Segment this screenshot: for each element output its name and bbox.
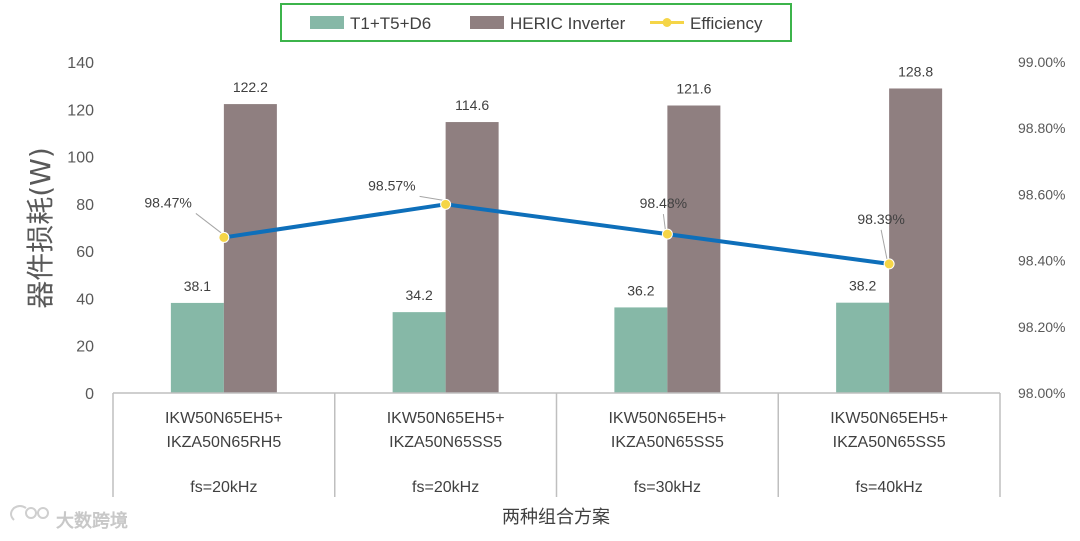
bar-data-label: 128.8 [898,63,933,79]
y-tick-label: 60 [76,244,94,261]
legend-marker-efficiency [662,18,672,27]
category-label: IKW50N65EH5+ [165,410,283,427]
y-tick-label: 140 [67,55,94,72]
legend-swatch-t1t5d6 [310,16,344,29]
legend-label-t1t5d6: T1+T5+D6 [350,14,431,33]
bar-data-label: 38.1 [184,278,211,294]
y-tick-label: 120 [67,102,94,119]
watermark: 大数跨境 [10,505,128,532]
legend-swatch-heric [470,16,504,29]
category-label: IKW50N65EH5+ [608,410,726,427]
y2-tick-label: 98.20% [1018,319,1065,335]
efficiency-point [883,258,895,270]
bar-data-label: 114.6 [455,97,489,113]
category-fs-label: fs=20kHz [190,479,257,496]
legend-label-heric: HERIC Inverter [510,14,626,33]
efficiency-point [661,228,673,240]
y-tick-label: 80 [76,197,94,214]
legend: T1+T5+D6 HERIC Inverter Efficiency [280,3,792,42]
x-axis-title: 两种组合方案 [502,507,610,528]
efficiency-leader-line [195,213,223,234]
category-label: IKZA50N65SS5 [389,434,502,451]
efficiency-data-label: 98.47% [144,194,191,210]
y2-tick-label: 98.40% [1018,253,1065,269]
y2-tick-label: 99.00% [1018,54,1065,70]
category-label: IKW50N65EH5+ [830,410,948,427]
bar-t1t5d6 [170,302,224,393]
category-label: IKZA50N65SS5 [611,434,724,451]
bar-data-labels: 38.1 122.2 34.2 114.6 36.2 121.6 38.2 128.8 [184,63,934,303]
category-label: IKW50N65EH5+ [387,410,505,427]
y-tick-label: 20 [76,339,94,356]
y2-tick-label: 98.00% [1018,385,1065,401]
bar-heric [445,122,499,393]
bar-data-label: 34.2 [406,287,433,303]
bar-data-label: 122.2 [233,79,268,95]
efficiency-series-line [223,202,890,266]
efficiency-data-label: 98.48% [640,195,687,211]
y-tick-label: 40 [76,291,94,308]
bar-heric [223,104,277,393]
bar-data-label: 36.2 [627,282,654,298]
category-fs-label: fs=30kHz [634,479,701,496]
legend-box [280,3,792,42]
bar-t1t5d6 [392,312,446,393]
y-tick-label: 0 [85,386,94,403]
efficiency-point [218,231,230,243]
category-axis: IKW50N65EH5+ IKZA50N65RH5 fs=20kHz IKW50N65… [112,392,1001,497]
bar-heric [667,105,721,393]
bar-t1t5d6 [836,302,890,393]
watermark-text: 大数跨境 [56,510,128,532]
efficiency-point [440,198,452,210]
watermark-logo-icon [10,505,49,521]
bar-data-label: 38.2 [849,278,876,294]
category-label: IKZA50N65RH5 [167,434,282,451]
legend-label-efficiency: Efficiency [690,14,763,33]
bar-t1t5d6 [614,307,668,393]
y2-axis-ticks: 98.00% 98.20% 98.40% 98.60% 98.80% 99.00% [1018,54,1065,401]
y2-tick-label: 98.60% [1018,186,1065,202]
efficiency-leader-line [419,195,444,201]
bar-data-label: 121.6 [676,81,711,97]
category-label: IKZA50N65SS5 [833,434,946,451]
efficiency-leader-line [880,229,888,261]
category-fs-label: fs=20kHz [412,479,479,496]
category-fs-label: fs=40kHz [856,479,923,496]
efficiency-leader-line [662,214,666,231]
bar-heric [889,88,943,393]
y2-tick-label: 98.80% [1018,120,1065,136]
efficiency-data-label: 98.39% [857,211,904,227]
y-axis-ticks: 0 20 40 60 80 100 120 140 [67,55,94,403]
efficiency-data-label: 98.57% [368,177,415,193]
efficiency-line: 98.47% 98.57% 98.48% 98.39% [144,177,905,270]
y-axis-title: 器件损耗(W) [24,147,57,309]
bars [170,88,943,393]
y-tick-label: 100 [67,150,94,167]
